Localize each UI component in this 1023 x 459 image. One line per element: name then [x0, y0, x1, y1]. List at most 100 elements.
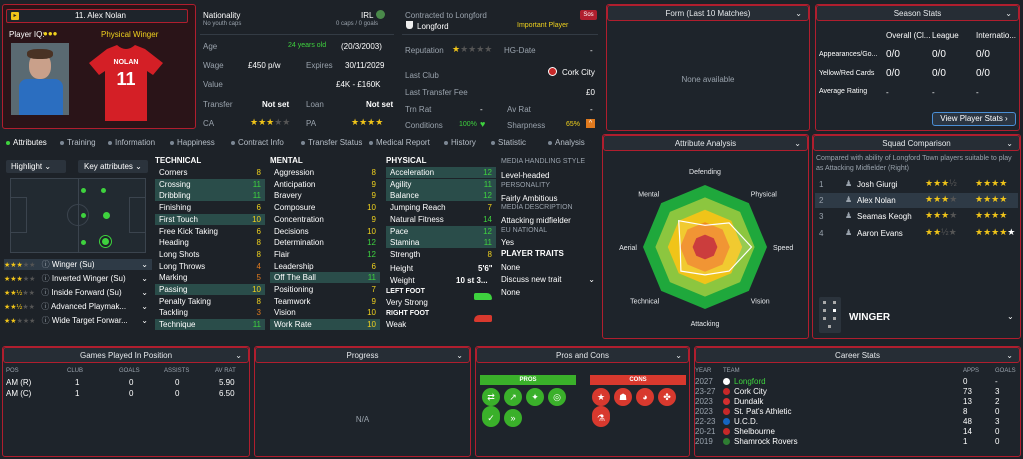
attribute-row[interactable]: Long Throws 4 [155, 261, 265, 272]
career-team[interactable]: Longford [734, 377, 766, 386]
season-cell: 0/0 [886, 49, 900, 60]
tab-contract-info[interactable]: Contract Info [231, 138, 284, 147]
menu-icon[interactable]: ▸ [11, 12, 19, 20]
chevron-down-icon[interactable]: ⌄ [1005, 9, 1012, 18]
squad-title-bar[interactable]: Squad Comparison ⌄ [813, 135, 1020, 151]
attribute-row[interactable]: Determination 12 [270, 237, 380, 248]
tab-happiness[interactable]: Happiness [170, 138, 215, 147]
attribute-row[interactable]: Leadership 6 [270, 261, 380, 272]
chevron-down-icon[interactable]: ⌄ [794, 139, 801, 148]
attribute-row[interactable]: Aggression 8 [270, 167, 380, 178]
attribute-row[interactable]: Concentration 9 [270, 214, 380, 225]
squad-row[interactable]: 4 ♟ Aaron Evans ★★½★ ★★★★★ [819, 227, 1016, 238]
tab-information[interactable]: Information [108, 138, 155, 147]
attribute-row[interactable]: Natural Fitness 14 [386, 214, 496, 225]
career-team[interactable]: Cork City [734, 387, 767, 396]
attribute-row[interactable]: Acceleration 12 [386, 167, 496, 178]
attribute-row[interactable]: Bravery 9 [270, 190, 380, 201]
analysis-title-bar[interactable]: Attribute Analysis ⌄ [603, 135, 808, 151]
tab-training[interactable]: Training [60, 138, 96, 147]
view-player-stats-button[interactable]: View Player Stats › [932, 112, 1016, 126]
attribute-row[interactable]: Off The Ball 11 [270, 272, 380, 284]
attribute-row[interactable]: Pace 12 [386, 225, 496, 237]
attribute-row[interactable]: Free Kick Taking 6 [155, 226, 265, 237]
pace-icon[interactable]: » [504, 409, 522, 427]
attribute-row[interactable]: Penalty Taking 8 [155, 296, 265, 307]
tab-medical-report[interactable]: Medical Report [369, 138, 430, 147]
tab-analysis[interactable]: Analysis [548, 138, 585, 147]
role-item[interactable]: ★★★★★ ⓘ Winger (Su) ⌄ [4, 259, 152, 270]
role-item[interactable]: ★★½★★ ⓘ Advanced Playmak... ⌄ [4, 302, 148, 311]
attribute-row[interactable]: Stamina 11 [386, 237, 496, 249]
attribute-value: 8 [256, 168, 261, 177]
career-team[interactable]: Shamrock Rovers [734, 437, 798, 446]
attribute-row[interactable]: Strength 8 [386, 249, 496, 260]
position-pitch [10, 178, 146, 253]
chevron-down-icon[interactable]: ⌄ [675, 351, 682, 360]
attribute-row[interactable]: Decisions 10 [270, 226, 380, 237]
team-icon[interactable]: ☗ [614, 388, 632, 406]
proscons-title-bar[interactable]: Pros and Cons ⌄ [476, 347, 689, 363]
attribute-row[interactable]: Dribbling 11 [155, 190, 265, 202]
attribute-row[interactable]: Agility 11 [386, 178, 496, 190]
attribute-row[interactable]: Technique 11 [155, 319, 265, 331]
star-icon[interactable]: ★ [592, 388, 610, 406]
role-item[interactable]: ★★½★★ ⓘ Inside Forward (Su) ⌄ [4, 288, 148, 297]
games-title-bar[interactable]: Games Played In Position ⌄ [3, 347, 249, 363]
progress-title-bar[interactable]: Progress ⌄ [255, 347, 470, 363]
dribble-icon[interactable]: ⇄ [482, 388, 500, 406]
attribute-row[interactable]: Heading 8 [155, 237, 265, 248]
squad-row-selected[interactable]: 2 ♟ Alex Nolan ★★★★ ★★★★ [815, 193, 1018, 208]
chevron-down-icon[interactable]: ⌄ [795, 9, 802, 18]
squad-row[interactable]: 1 ♟ Josh Giurgi ★★★½ ★★★★ [819, 178, 1008, 189]
tackle-icon[interactable]: ✤ [658, 388, 676, 406]
role-item[interactable]: ★★★★★ ⓘ Wide Target Forwar... ⌄ [4, 316, 148, 325]
attribute-row[interactable]: Marking 5 [155, 272, 265, 283]
attribute-row[interactable]: Crossing 11 [155, 178, 265, 190]
tab-attributes[interactable]: Attributes [6, 138, 47, 147]
tab-history[interactable]: History [444, 138, 476, 147]
attribute-row[interactable]: Balance 12 [386, 190, 496, 202]
form-title-bar[interactable]: Form (Last 10 Matches) ⌄ [607, 5, 809, 21]
attribute-row[interactable]: Corners 8 [155, 167, 265, 178]
discuss-trait-dropdown[interactable]: Discuss new trait ⌄ [501, 275, 595, 284]
role-item[interactable]: ★★★★★ ⓘ Inverted Winger (Su) ⌄ [4, 274, 148, 283]
tab-transfer-status[interactable]: Transfer Status [301, 138, 362, 147]
agility-icon[interactable]: ✦ [526, 388, 544, 406]
tab-statistic[interactable]: Statistic [491, 138, 526, 147]
trend-icon[interactable]: ↗ [504, 388, 522, 406]
expires-label: Expires [306, 61, 333, 70]
target-icon[interactable]: ◎ [548, 388, 566, 406]
attribute-row[interactable]: Composure 10 [270, 202, 380, 213]
attribute-row[interactable]: First Touch 10 [155, 213, 265, 225]
flask-icon[interactable]: ⚗ [592, 409, 610, 427]
attribute-row[interactable]: Passing 10 [155, 284, 265, 295]
key-attributes-dropdown[interactable]: Key attributes ⌄ [78, 160, 148, 173]
attribute-row[interactable]: Jumping Reach 7 [386, 202, 496, 213]
career-team[interactable]: Dundalk [734, 397, 764, 406]
attribute-row[interactable]: Positioning 7 [270, 284, 380, 295]
attribute-row[interactable]: Flair 12 [270, 249, 380, 260]
chevron-down-icon[interactable]: ⌄ [1006, 139, 1013, 148]
attribute-row[interactable]: Anticipation 9 [270, 179, 380, 190]
career-title-bar[interactable]: Career Stats ⌄ [695, 347, 1020, 363]
highlight-dropdown[interactable]: Highlight ⌄ [6, 160, 66, 173]
career-team[interactable]: Shelbourne [734, 427, 775, 436]
attribute-name: Tackling [159, 308, 188, 318]
fitness-icon[interactable]: ✓ [482, 409, 500, 427]
career-team[interactable]: U.C.D. [734, 417, 758, 426]
season-title-bar[interactable]: Season Stats ⌄ [816, 5, 1019, 21]
chevron-down-icon[interactable]: ⌄ [1006, 351, 1013, 360]
attribute-row[interactable]: Vision 10 [270, 307, 380, 318]
chevron-down-icon[interactable]: ⌄ [456, 351, 463, 360]
attribute-row[interactable]: Long Shots 8 [155, 249, 265, 260]
chevron-down-icon[interactable]: ⌄ [1007, 312, 1014, 321]
attribute-row[interactable]: Finishing 6 [155, 202, 265, 213]
squad-row[interactable]: 3 ♟ Seamas Keogh ★★★★ ★★★★ [819, 210, 1008, 221]
header-icon[interactable]: ◕ [636, 388, 654, 406]
career-team[interactable]: St. Pat's Athletic [734, 407, 792, 416]
chevron-down-icon[interactable]: ⌄ [235, 351, 242, 360]
attribute-row[interactable]: Work Rate 10 [270, 319, 380, 331]
attribute-row[interactable]: Teamwork 9 [270, 296, 380, 307]
attribute-row[interactable]: Tackling 3 [155, 307, 265, 318]
